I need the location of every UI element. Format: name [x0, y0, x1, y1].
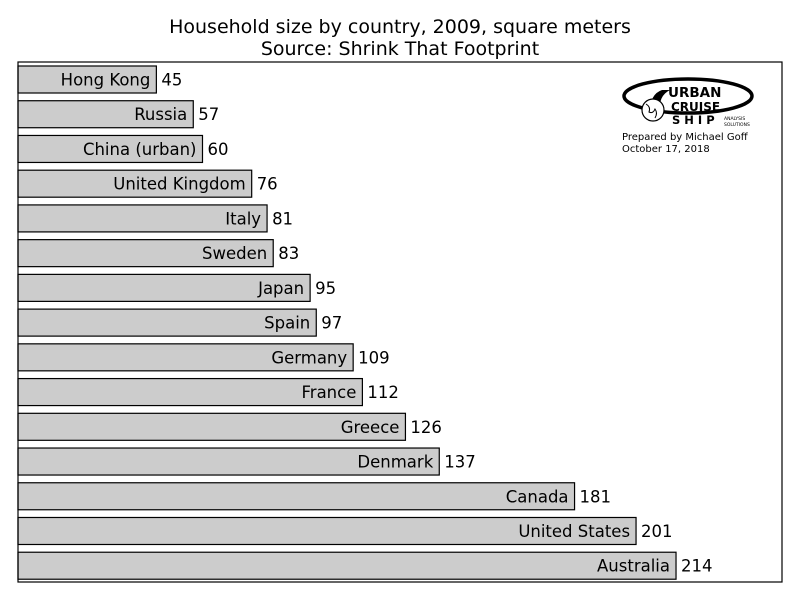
chart-title: Household size by country, 2009, square … [169, 16, 631, 38]
value-label-hong-kong: 45 [161, 71, 182, 90]
category-label-italy: Italy [225, 209, 261, 228]
bar-russia [17, 100, 194, 129]
logo-tag2: SOLUTIONS [724, 122, 750, 128]
bar-italy [17, 204, 268, 233]
category-label-japan: Japan [257, 279, 304, 298]
category-label-russia: Russia [134, 105, 187, 124]
category-label-germany: Germany [271, 348, 347, 367]
bar-united-states [17, 516, 637, 546]
logo-globe-icon [641, 98, 665, 122]
category-label-united-states: United States [518, 522, 630, 541]
bar-canada [17, 482, 576, 511]
category-label-denmark: Denmark [357, 453, 433, 472]
category-label-spain: Spain [264, 314, 310, 333]
category-label-hong-kong: Hong Kong [61, 71, 151, 90]
bar-japan [17, 273, 311, 302]
value-label-china-urban: 60 [207, 140, 228, 159]
category-label-australia: Australia [597, 557, 670, 576]
value-label-france: 112 [367, 383, 399, 402]
bar-greece [17, 412, 407, 441]
plot-frame [17, 61, 783, 583]
value-label-germany: 109 [358, 348, 390, 367]
urban-cruise-ship-logo: URBAN CRUISE S H I P ANALYSIS SOLUTIONS [622, 77, 754, 128]
bar-united-kingdom [17, 169, 253, 198]
category-label-canada: Canada [506, 487, 569, 506]
logo-line2: CRUISE [671, 100, 720, 114]
value-label-united-states: 201 [641, 522, 673, 541]
logo-ring-icon [622, 77, 754, 115]
value-label-canada: 181 [580, 487, 612, 506]
bar-france [17, 377, 363, 407]
category-label-china-urban: China (urban) [83, 140, 197, 159]
bar-australia [17, 551, 677, 580]
date-note: October 17, 2018 [622, 144, 710, 155]
chart-subtitle: Source: Shrink That Footprint [261, 38, 539, 60]
value-label-italy: 81 [272, 209, 293, 228]
value-label-japan: 95 [315, 279, 336, 298]
value-label-australia: 214 [681, 557, 713, 576]
value-label-denmark: 137 [444, 453, 476, 472]
value-label-spain: 97 [321, 314, 342, 333]
value-label-russia: 57 [198, 105, 219, 124]
value-label-united-kingdom: 76 [257, 175, 278, 194]
category-label-greece: Greece [341, 418, 400, 437]
category-label-sweden: Sweden [202, 244, 267, 263]
category-label-france: France [302, 383, 357, 402]
bar-china-urban [17, 134, 204, 164]
value-label-sweden: 83 [278, 244, 299, 263]
category-label-united-kingdom: United Kingdom [113, 175, 245, 194]
bar-denmark [17, 447, 440, 476]
logo-line3: S H I P [672, 113, 715, 127]
value-label-greece: 126 [410, 418, 442, 437]
prepared-by-note: Prepared by Michael Goff [622, 132, 749, 143]
logo-tag1: ANALYSIS [724, 116, 745, 122]
logo-line1: URBAN [668, 85, 721, 101]
